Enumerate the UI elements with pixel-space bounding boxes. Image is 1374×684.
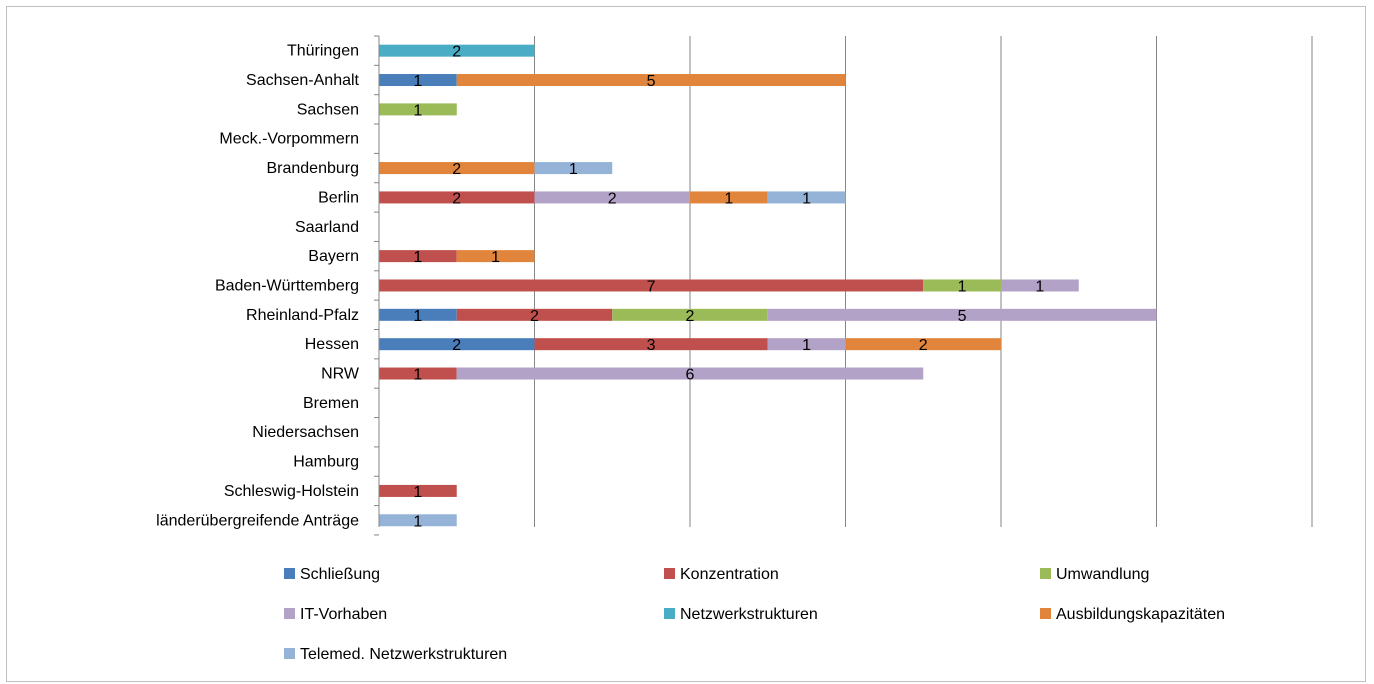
category-label: Rheinland-Pfalz (246, 307, 359, 324)
data-label: 1 (491, 249, 500, 266)
bar-segment (767, 308, 1157, 321)
bar-segment (456, 250, 535, 263)
legend-swatch (1040, 568, 1051, 579)
bar-segment (379, 162, 535, 175)
data-label: 1 (724, 190, 733, 207)
legend-label: Umwandlung (1056, 566, 1149, 583)
data-label: 2 (686, 308, 695, 325)
bar-segment (534, 191, 690, 204)
bar-segment (379, 367, 457, 380)
bar-segment (923, 279, 1001, 292)
legend-swatch (664, 608, 675, 619)
legend-swatch (1040, 608, 1051, 619)
data-label: 7 (647, 278, 656, 295)
legend-label: Telemed. Netzwerkstrukturen (300, 646, 507, 663)
bar-segment (379, 74, 457, 87)
category-label: Sachsen (297, 101, 359, 118)
bar-segment (845, 338, 1001, 351)
data-label: 1 (413, 102, 422, 119)
bar-segment (690, 191, 768, 204)
bar-segment (534, 162, 613, 175)
data-label: 2 (608, 190, 617, 207)
category-label: Sachsen-Anhalt (246, 72, 360, 89)
bar-segment (379, 484, 457, 497)
bar-segment (379, 191, 535, 204)
legend-label: IT-Vorhaben (300, 606, 387, 623)
data-label: 3 (647, 337, 656, 354)
data-label: 5 (958, 308, 967, 325)
category-label: Thüringen (287, 43, 359, 60)
data-label: 1 (413, 484, 422, 501)
legend-swatch (284, 648, 295, 659)
bar-segment (379, 250, 457, 263)
bar-segment (379, 514, 457, 527)
category-label: Berlin (318, 189, 359, 206)
bar-segment (379, 279, 924, 292)
data-label: 1 (1035, 278, 1044, 295)
legend-label: Konzentration (680, 566, 779, 583)
data-label: 1 (802, 190, 811, 207)
bar-segment (1001, 279, 1079, 292)
bar-segment (379, 338, 535, 351)
data-label: 1 (802, 337, 811, 354)
y-axis: Thüringen Sachsen-Anhalt Sachsen Meck.-Vorp… (156, 35, 380, 536)
bar-segment (379, 308, 457, 321)
bar-segment (612, 308, 768, 321)
category-label: Niedersachsen (252, 424, 359, 441)
category-label: Baden-Württemberg (215, 277, 359, 294)
bar-segment (379, 103, 457, 116)
legend-label: Netzwerkstrukturen (680, 606, 818, 623)
data-label: 1 (413, 367, 422, 384)
data-label: 2 (919, 337, 928, 354)
bar-segment (456, 74, 846, 87)
data-label: 1 (413, 73, 422, 90)
category-label: länderübergreifende Anträge (156, 512, 359, 529)
bar-segment (456, 308, 613, 321)
legend-swatch (284, 608, 295, 619)
data-label: 2 (530, 308, 539, 325)
legend-swatch (664, 568, 675, 579)
bar-segment (767, 191, 846, 204)
legend-label: Schließung (300, 566, 380, 583)
legend: Schließung Konzentration Umwandlung IT-Vorh… (284, 566, 1225, 663)
category-label: Bayern (308, 248, 359, 265)
category-label: Hamburg (293, 454, 359, 471)
data-label: 6 (686, 367, 695, 384)
bars (379, 44, 1157, 527)
data-label: 1 (413, 513, 422, 530)
category-label: Brandenburg (266, 160, 359, 177)
legend-label: Ausbildungskapazitäten (1056, 606, 1225, 623)
data-label: 2 (452, 161, 461, 178)
bar-segment (456, 367, 924, 380)
data-label: 2 (452, 190, 461, 207)
category-label: Schleswig-Holstein (224, 483, 359, 500)
data-label: 2 (452, 337, 461, 354)
category-label: Meck.-Vorpommern (219, 131, 359, 148)
data-label: 2 (452, 44, 461, 61)
bar-segment (767, 338, 846, 351)
data-label: 5 (647, 73, 656, 90)
bar-segment (534, 338, 768, 351)
data-label: 1 (413, 249, 422, 266)
category-label: Bremen (303, 395, 359, 412)
bar-segment (379, 44, 535, 57)
category-label: Hessen (305, 336, 359, 353)
data-label: 1 (413, 308, 422, 325)
category-label: NRW (321, 366, 360, 383)
data-label: 1 (569, 161, 578, 178)
gridlines (534, 36, 1313, 527)
category-label: Saarland (295, 219, 359, 236)
legend-swatch (284, 568, 295, 579)
data-labels: 21 512 12 2 1 11 17 1 11 2 2 52 3 1 21 611 (413, 44, 1044, 531)
data-label: 1 (958, 278, 967, 295)
